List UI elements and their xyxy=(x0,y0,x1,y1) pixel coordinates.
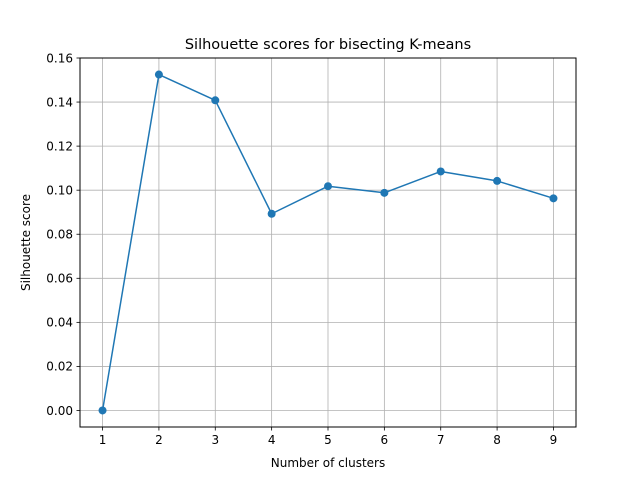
x-tick-label: 7 xyxy=(437,433,445,447)
data-point xyxy=(436,167,445,176)
y-tick-label: 0.06 xyxy=(46,272,73,286)
data-point xyxy=(380,188,389,197)
data-point xyxy=(549,194,558,203)
y-axis-label: Silhouette score xyxy=(19,194,33,291)
x-tick-label: 1 xyxy=(99,433,107,447)
data-point xyxy=(154,70,163,79)
x-tick-label: 6 xyxy=(381,433,389,447)
data-point xyxy=(267,209,276,218)
y-tick-label: 0.00 xyxy=(46,404,73,418)
x-axis-label: Number of clusters xyxy=(271,456,385,470)
ticks: 1 2 3 4 5 6 7 8 9 0.00 0.02 0.04 0.06 0.08 0.10 0.12 0.1… xyxy=(46,51,557,447)
x-tick-label: 8 xyxy=(493,433,501,447)
x-tick-label: 4 xyxy=(268,433,276,447)
y-tick-label: 0.14 xyxy=(46,95,73,109)
data-point xyxy=(98,406,107,415)
data-point xyxy=(211,96,220,105)
x-tick-label: 2 xyxy=(155,433,163,447)
x-tick-label: 5 xyxy=(324,433,332,447)
y-tick-label: 0.12 xyxy=(46,139,73,153)
y-tick-label: 0.02 xyxy=(46,360,73,374)
x-tick-label: 3 xyxy=(211,433,219,447)
grid xyxy=(80,57,576,427)
chart-title: Silhouette scores for bisecting K-means xyxy=(185,37,471,53)
y-tick-label: 0.08 xyxy=(46,228,73,242)
series-layer xyxy=(98,70,558,415)
y-tick-label: 0.10 xyxy=(46,183,73,197)
x-tick-label: 9 xyxy=(550,433,558,447)
data-point xyxy=(493,176,502,185)
data-point xyxy=(324,182,332,191)
y-tick-label: 0.16 xyxy=(46,51,73,65)
y-tick-label: 0.04 xyxy=(46,316,73,330)
